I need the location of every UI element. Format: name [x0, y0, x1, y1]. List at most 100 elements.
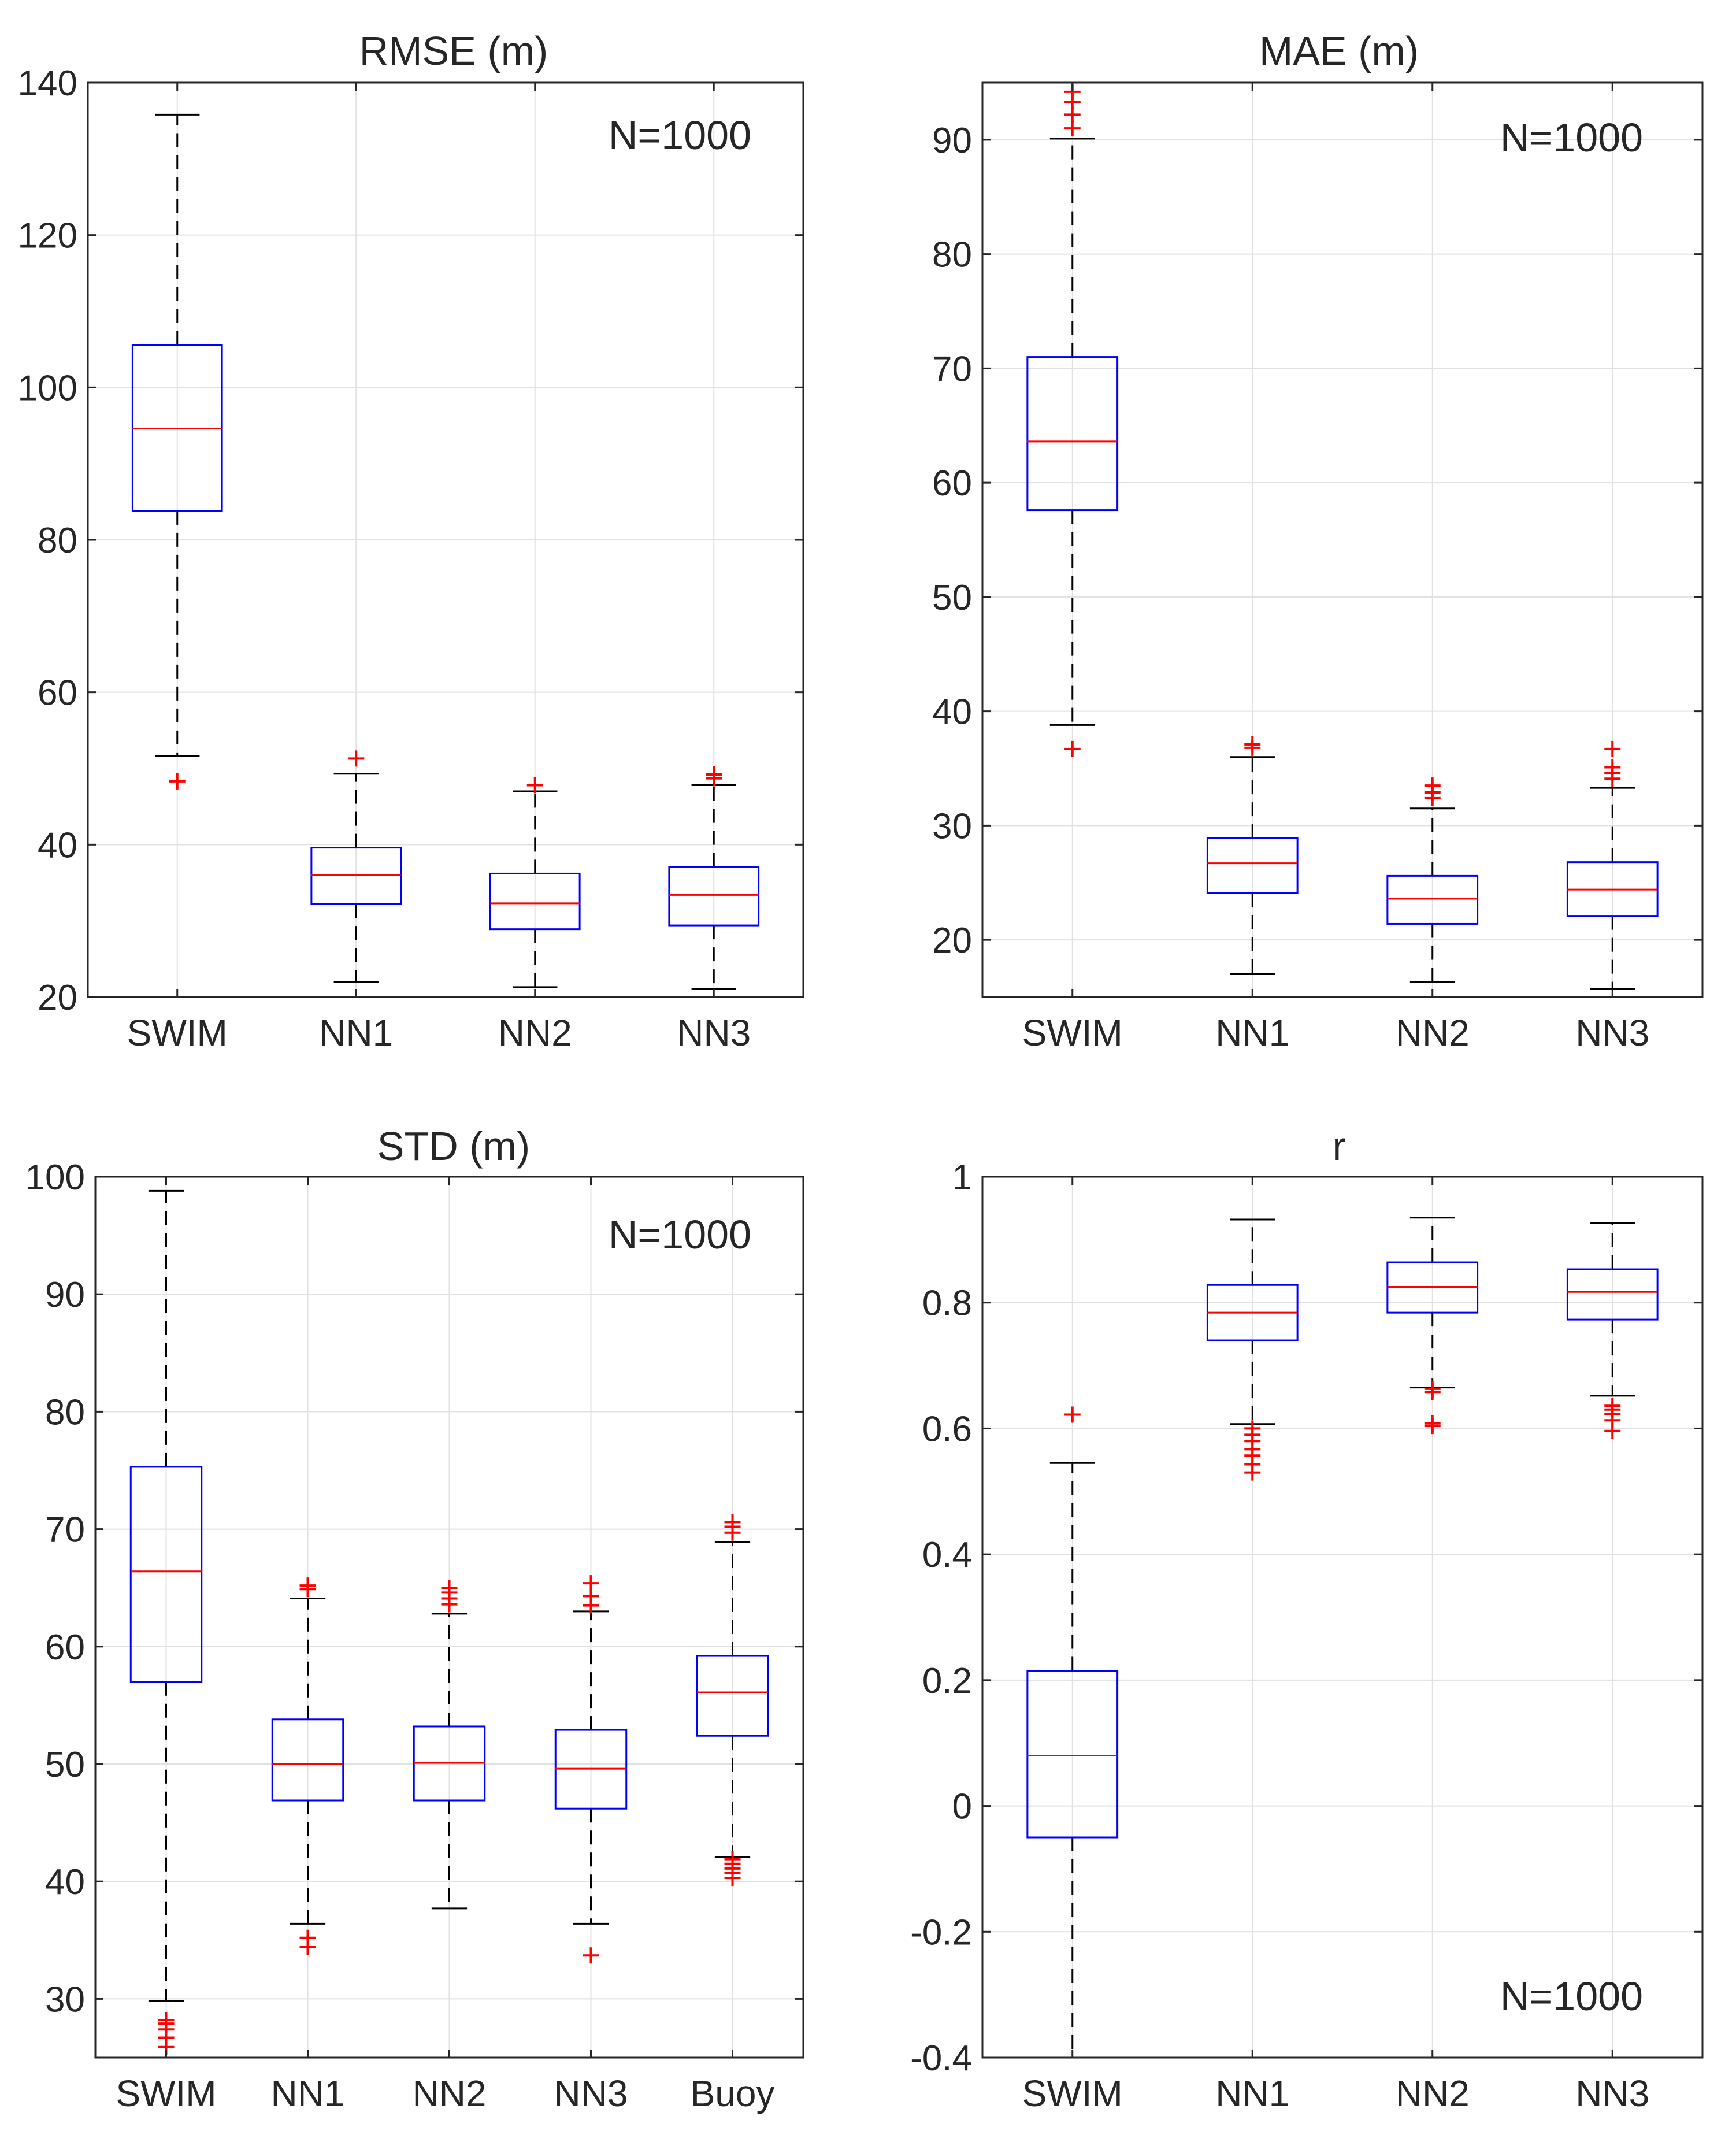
y-tick-label: 80: [45, 1392, 85, 1432]
box-iqr: [129, 1466, 203, 1683]
sample-size-annotation: N=1000: [609, 113, 751, 158]
x-category-label: SWIM: [1022, 1012, 1123, 1054]
y-tick-label: 70: [932, 349, 972, 389]
x-category-label: Buoy: [691, 2073, 775, 2114]
box-nn2: [1386, 1217, 1479, 1435]
y-tick-label: 90: [932, 121, 972, 161]
x-category-label: NN3: [1575, 2073, 1649, 2114]
box-iqr: [1206, 837, 1299, 894]
box-iqr: [1026, 356, 1119, 512]
box-swim: [1026, 83, 1119, 757]
outlier-marker: [441, 1580, 458, 1596]
y-tick-label: 50: [45, 1745, 85, 1785]
y-tick-label: 20: [38, 978, 77, 1018]
y-tick-label: 140: [18, 64, 77, 103]
x-category-label: NN2: [1396, 2073, 1470, 2114]
x-category-label: NN1: [319, 1012, 393, 1054]
y-tick-label: 100: [18, 368, 77, 408]
panel-title: RMSE (m): [359, 28, 548, 73]
panel-correlation: -0.4 -0.2 0 0.2 0.4 0.6 0.8 1 SWIM NN1 NN2 NN3 r N=1…: [910, 1124, 1704, 2114]
y-tick-label: 0.4: [922, 1535, 972, 1575]
y-tick-label: 60: [932, 464, 972, 503]
x-category-label: SWIM: [127, 1012, 228, 1054]
x-category-label: NN2: [498, 1012, 572, 1054]
box-iqr: [1566, 1268, 1659, 1321]
y-tick-label: 80: [932, 235, 972, 275]
x-category-label: NN3: [1575, 1012, 1649, 1054]
outlier-marker: [348, 750, 365, 767]
box-swim: [129, 1189, 203, 2055]
x-category-label: NN1: [1215, 2073, 1289, 2114]
outlier-marker: [1424, 1380, 1441, 1397]
x-category-label: NN3: [554, 2073, 628, 2114]
box-nn1: [1206, 736, 1299, 975]
x-category-label: NN2: [412, 2073, 486, 2114]
x-category-label: SWIM: [116, 2073, 216, 2114]
outlier-marker: [1244, 1420, 1261, 1437]
y-tick-label: 20: [932, 921, 972, 961]
y-tick-label: 100: [25, 1158, 85, 1198]
y-tick-label: 0.6: [922, 1409, 972, 1449]
y-tick-label: 30: [45, 1980, 85, 2019]
y-tick-label: 60: [38, 673, 77, 713]
box-nn2: [413, 1580, 486, 1910]
box-iqr: [1026, 1670, 1119, 1839]
box-iqr: [1386, 874, 1479, 925]
y-tick-label: 40: [932, 692, 972, 732]
x-category-label: NN2: [1396, 1012, 1470, 1054]
y-tick-label: 50: [932, 578, 972, 618]
outlier-marker: [169, 773, 186, 790]
sample-size-annotation: N=1000: [1500, 115, 1643, 160]
y-tick-label: -0.4: [910, 2039, 972, 2078]
box-nn2: [489, 777, 581, 988]
y-tick-label: 90: [45, 1275, 85, 1315]
panel-rmse: 20 40 60 80 100 120 140 SWIM NN1 NN2 NN3 RMSE (m) N…: [18, 28, 804, 1054]
y-tick-label: 30: [932, 806, 972, 846]
outlier-marker: [583, 1575, 599, 1592]
box-nn1: [1206, 1218, 1299, 1481]
outlier-marker: [158, 2011, 175, 2028]
outlier-marker: [583, 1947, 599, 1964]
outlier-marker: [526, 777, 543, 794]
y-tick-label: -0.2: [910, 1913, 972, 1952]
x-category-label: NN3: [677, 1012, 751, 1054]
box-nn3: [1566, 1222, 1659, 1439]
sample-size-annotation: N=1000: [609, 1212, 751, 1257]
box-nn3: [1566, 740, 1659, 990]
box-nn1: [310, 750, 402, 983]
box-iqr: [696, 1655, 769, 1737]
outlier-marker: [1064, 1406, 1081, 1423]
outlier-marker: [706, 766, 722, 783]
sample-size-annotation: N=1000: [1500, 1974, 1643, 2019]
y-tick-label: 0: [952, 1787, 972, 1827]
box-iqr: [271, 1718, 344, 1802]
x-category-label: NN1: [270, 2073, 344, 2114]
outlier-marker: [1604, 1398, 1621, 1414]
box-iqr: [489, 872, 581, 931]
box-nn2: [1386, 777, 1479, 983]
plot-area: 20 40 60 80 100 120 140 SWIM NN1 NN2 NN3: [18, 64, 804, 1054]
y-tick-label: 1: [952, 1158, 972, 1198]
outlier-marker: [1244, 736, 1261, 753]
outlier-marker: [1424, 1415, 1441, 1432]
y-tick-label: 40: [38, 825, 77, 865]
plot-area: -0.4 -0.2 0 0.2 0.4 0.6 0.8 1 SWIM NN1 NN2 NN3: [910, 1158, 1704, 2114]
plot-area: 20 30 40 50 60 70 80 90 SWIM NN1 NN2 NN3: [932, 81, 1704, 1054]
outlier-marker: [1604, 759, 1621, 776]
y-tick-label: 80: [38, 521, 77, 561]
axes-frame: [981, 81, 1704, 998]
plot-area: 30 40 50 60 70 80 90 100 SWIM NN1 NN2 NN3 Buoy: [25, 1158, 804, 2114]
box-nn1: [271, 1577, 344, 1955]
box-nn3: [668, 766, 760, 990]
panel-title: MAE (m): [1259, 28, 1419, 73]
box-swim: [131, 113, 223, 790]
outlier-marker: [1604, 740, 1621, 757]
panel-std: 30 40 50 60 70 80 90 100 SWIM NN1 NN2 NN3 Buoy STD (m…: [25, 1124, 804, 2114]
outlier-marker: [299, 1929, 316, 1946]
y-tick-label: 120: [18, 216, 77, 256]
y-tick-label: 70: [45, 1510, 85, 1550]
x-category-label: SWIM: [1022, 2073, 1123, 2114]
box-iqr: [668, 866, 760, 927]
